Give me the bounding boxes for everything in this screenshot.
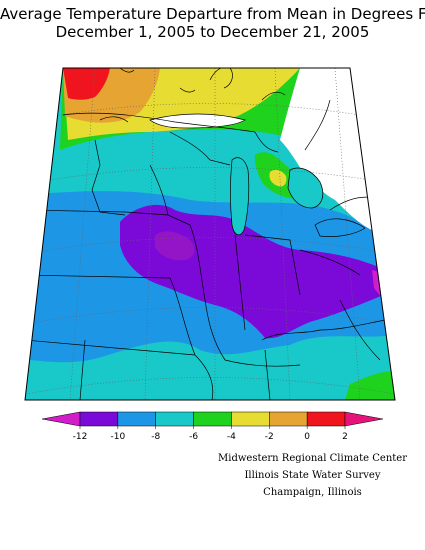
no-data-region (280, 68, 372, 230)
legend-tick-labels: -12 -10 -8 -6 -4 -2 0 2 (73, 426, 348, 442)
legend-swatch (155, 411, 194, 427)
map-date-range: December 1, 2005 to December 21, 2005 (55, 23, 370, 41)
state-boundaries (25, 68, 386, 400)
graticule (25, 68, 395, 400)
legend-tick-label: -4 (227, 432, 236, 442)
legend-tick-label: -6 (189, 432, 198, 442)
credit-agency: Illinois State Water Survey (244, 470, 381, 481)
legend-tick-label: 0 (304, 432, 310, 442)
legend-swatch (193, 411, 232, 427)
legend-tick-label: -10 (111, 432, 126, 442)
legend-swatch (117, 411, 156, 427)
legend-tick-label: 2 (342, 432, 348, 442)
legend-swatch (306, 411, 346, 427)
lake-erie (315, 218, 365, 237)
zone-0-to-2 (63, 68, 110, 100)
zone-minus-12-to-minus-10 (120, 204, 395, 339)
legend-tick-label: -8 (151, 432, 160, 442)
legend-tick-label: -2 (265, 432, 274, 442)
legend-swatch (231, 411, 270, 427)
map-border (24, 67, 396, 401)
color-legend (41, 411, 384, 427)
credit-organization: Midwestern Regional Climate Center (218, 453, 407, 464)
map-title: Average Temperature Departure from Mean … (0, 5, 425, 23)
legend-tick-label: -12 (73, 432, 88, 442)
lake-superior (150, 114, 245, 128)
legend-swatch-low (41, 411, 81, 427)
legend-swatch (79, 411, 119, 427)
credit-location: Champaign, Illinois (263, 487, 362, 498)
lake-huron (288, 168, 323, 208)
legend-swatch (269, 411, 308, 427)
legend-swatch-high (344, 411, 384, 427)
lake-michigan (230, 157, 249, 235)
